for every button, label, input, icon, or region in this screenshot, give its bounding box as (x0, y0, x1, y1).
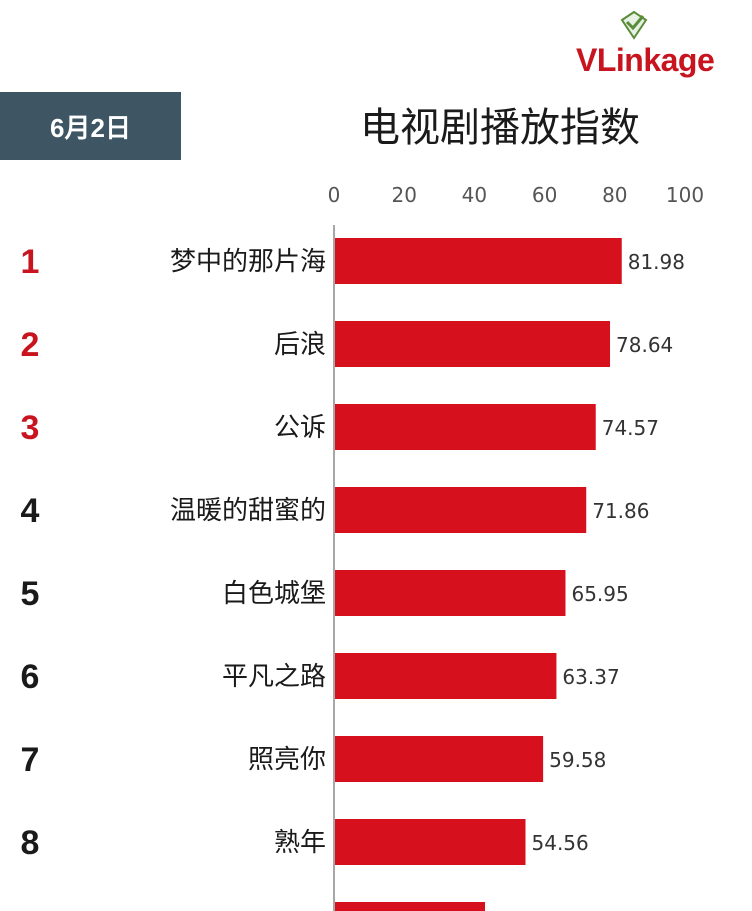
x-tick-label: 60 (532, 183, 557, 207)
bar-partial (335, 902, 485, 911)
category-label: 白色城堡 (222, 579, 326, 609)
logo-wordmark: VLinkage (576, 42, 715, 78)
x-tick-label: 100 (666, 183, 704, 207)
category-label: 梦中的那片海 (170, 247, 326, 277)
logo-letter-v: V (576, 42, 597, 78)
category-label: 平凡之路 (222, 662, 326, 692)
value-label: 54.56 (532, 831, 589, 855)
diamond-check-icon (620, 10, 648, 40)
vlinkage-logo: VLinkage (572, 8, 752, 78)
value-label: 81.98 (628, 250, 685, 274)
bar (335, 321, 611, 367)
value-label: 63.37 (562, 665, 619, 689)
rank-number: 5 (21, 575, 40, 613)
bar (335, 570, 566, 616)
bar (335, 653, 557, 699)
x-tick-label: 0 (328, 183, 341, 207)
chart-title: 电视剧播放指数 (360, 105, 640, 151)
bar (335, 487, 587, 533)
category-label: 温暖的甜蜜的 (170, 496, 326, 526)
rank-number: 7 (21, 741, 40, 779)
x-tick-label: 20 (391, 183, 416, 207)
bar (335, 819, 526, 865)
category-label: 后浪 (274, 330, 326, 360)
date-badge: 6月2日 (0, 92, 181, 160)
category-label: 熟年 (274, 828, 326, 858)
rank-number: 2 (21, 326, 40, 364)
bar (335, 404, 596, 450)
value-label: 74.57 (602, 416, 659, 440)
x-tick-label: 40 (462, 183, 487, 207)
bar (335, 238, 622, 284)
rank-number: 6 (21, 658, 40, 696)
rank-number: 8 (21, 824, 40, 862)
rank-number: 4 (21, 492, 40, 530)
x-tick-label: 80 (602, 183, 627, 207)
value-label: 59.58 (549, 748, 606, 772)
bar (335, 736, 544, 782)
rank-number: 3 (21, 409, 40, 447)
rank-number: 1 (21, 243, 40, 281)
value-label: 65.95 (571, 582, 628, 606)
category-label: 照亮你 (248, 745, 326, 775)
category-label: 公诉 (274, 413, 326, 443)
value-label: 78.64 (616, 333, 673, 357)
date-label: 6月2日 (50, 112, 131, 143)
logo-letters-rest: Linkage (596, 42, 715, 78)
value-label: 71.86 (592, 499, 649, 523)
